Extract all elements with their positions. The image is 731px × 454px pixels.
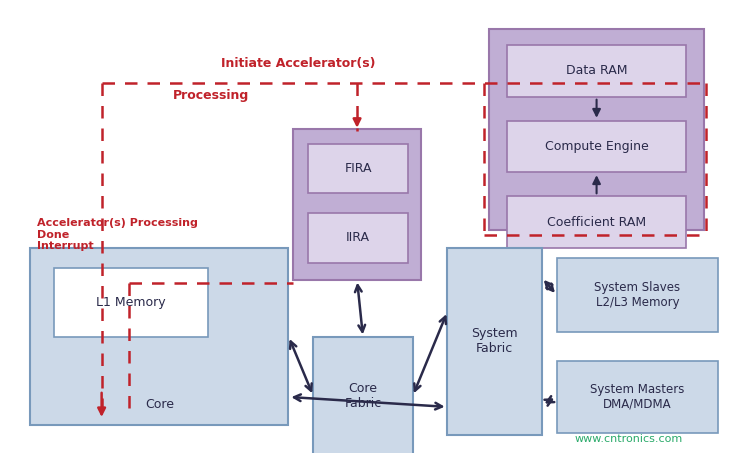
Text: www.cntronics.com: www.cntronics.com xyxy=(575,434,683,444)
Text: IIRA: IIRA xyxy=(346,232,370,244)
Bar xyxy=(557,361,718,433)
Text: L1 Memory: L1 Memory xyxy=(96,296,166,309)
Bar xyxy=(507,196,686,248)
Text: Data RAM: Data RAM xyxy=(566,64,627,78)
Bar xyxy=(507,45,686,97)
Bar xyxy=(557,258,718,332)
Bar xyxy=(507,121,686,173)
Bar xyxy=(293,128,420,280)
Bar xyxy=(308,213,408,263)
Bar xyxy=(54,268,208,337)
Text: Accelerator(s) Processing
Done
Interrupt: Accelerator(s) Processing Done Interrupt xyxy=(37,218,198,251)
Bar xyxy=(489,29,704,230)
Bar xyxy=(447,248,542,435)
Text: System Masters
DMA/MDMA: System Masters DMA/MDMA xyxy=(590,383,684,411)
Text: Initiate Accelerator(s): Initiate Accelerator(s) xyxy=(221,56,376,69)
Bar xyxy=(308,143,408,193)
Bar xyxy=(314,337,413,454)
Text: Core
Fabric: Core Fabric xyxy=(344,382,382,410)
Bar xyxy=(30,248,289,425)
Text: Coefficient RAM: Coefficient RAM xyxy=(547,216,646,228)
Text: Processing: Processing xyxy=(173,89,249,102)
Text: Core: Core xyxy=(145,399,174,411)
Text: Compute Engine: Compute Engine xyxy=(545,140,648,153)
Text: System Slaves
L2/L3 Memory: System Slaves L2/L3 Memory xyxy=(594,281,681,309)
Text: FIRA: FIRA xyxy=(344,162,372,175)
Text: System
Fabric: System Fabric xyxy=(471,327,518,355)
